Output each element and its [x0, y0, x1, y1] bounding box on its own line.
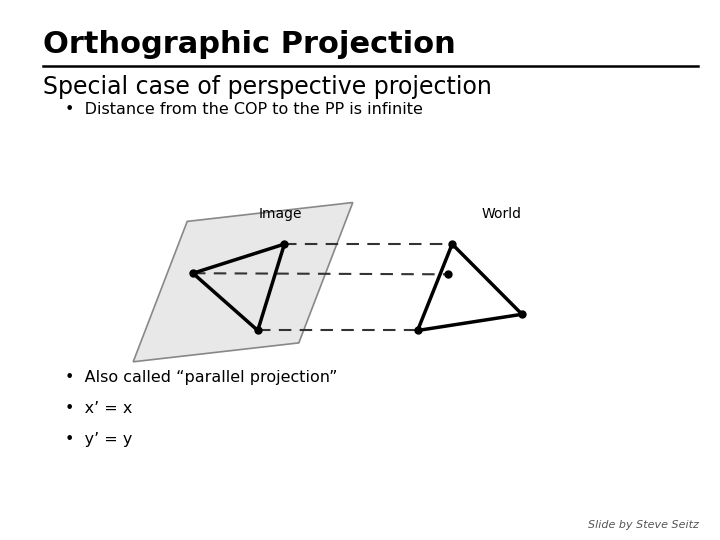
Text: Image: Image — [259, 207, 302, 221]
Text: Slide by Steve Seitz: Slide by Steve Seitz — [588, 520, 698, 530]
Polygon shape — [133, 202, 353, 362]
Text: World: World — [481, 207, 521, 221]
Text: •  Also called “parallel projection”: • Also called “parallel projection” — [65, 370, 337, 385]
Text: Special case of perspective projection: Special case of perspective projection — [43, 75, 492, 98]
Text: Orthographic Projection: Orthographic Projection — [43, 30, 456, 59]
Text: •  x’ = x: • x’ = x — [65, 401, 132, 416]
Text: •  y’ = y: • y’ = y — [65, 432, 132, 447]
Text: •  Distance from the COP to the PP is infinite: • Distance from the COP to the PP is inf… — [65, 102, 423, 117]
